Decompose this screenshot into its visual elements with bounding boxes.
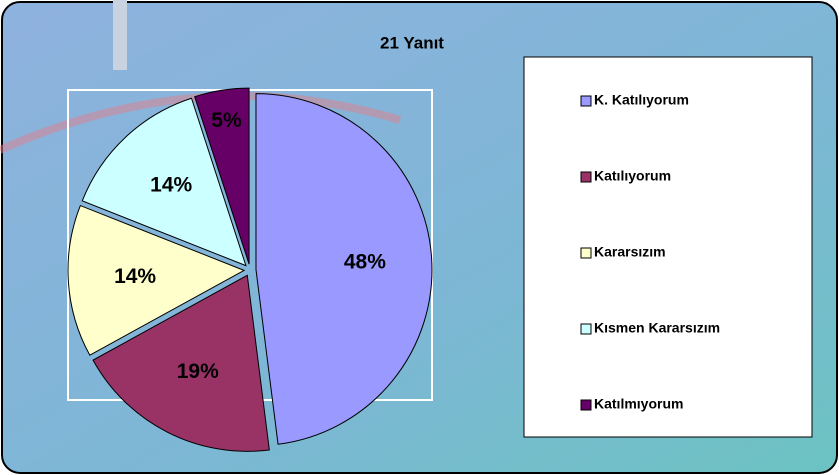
- legend-label: Katılmıyorum: [594, 396, 683, 412]
- data-label: 14%: [150, 174, 192, 197]
- data-label: 14%: [114, 265, 156, 288]
- legend: [523, 56, 813, 438]
- legend-swatch: [580, 323, 592, 335]
- legend-label: K. Katılıyorum: [594, 92, 689, 108]
- legend-swatch: [580, 247, 592, 259]
- legend-label: Kararsızım: [594, 244, 666, 260]
- data-label: 5%: [211, 109, 242, 132]
- pie-slice: [81, 97, 247, 267]
- pie-slice: [255, 93, 433, 445]
- pie-slice: [194, 87, 250, 265]
- data-label: 48%: [344, 250, 386, 273]
- data-label: 19%: [177, 360, 219, 383]
- legend-label: Katılıyorum: [594, 168, 671, 184]
- legend-swatch: [580, 95, 592, 107]
- pie-slice: [92, 274, 270, 452]
- pie-slice: [67, 204, 246, 356]
- legend-swatch: [580, 171, 592, 183]
- legend-label: Kısmen Kararsızım: [594, 320, 720, 336]
- legend-swatch: [580, 399, 592, 411]
- chart-title: 21 Yanıt: [380, 33, 444, 52]
